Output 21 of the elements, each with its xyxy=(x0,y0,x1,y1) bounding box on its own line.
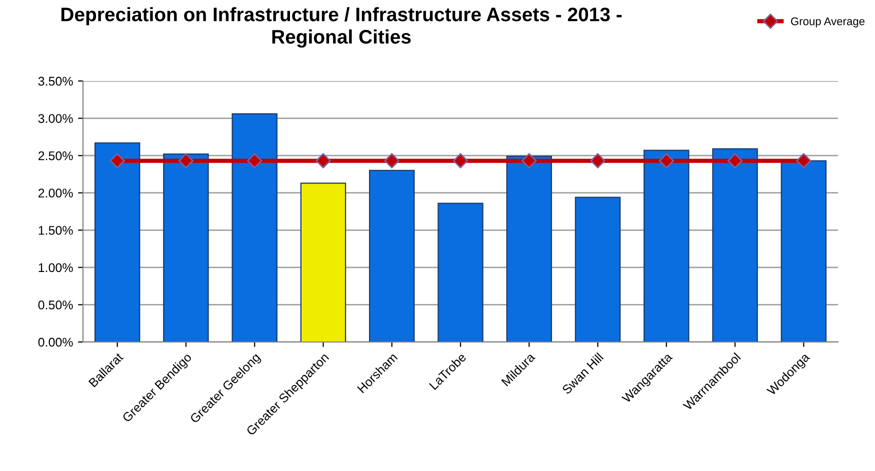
y-tick-label: 2.00% xyxy=(38,188,73,198)
y-tick-label: 2.50% xyxy=(38,151,73,160)
bar xyxy=(94,142,140,342)
y-tick-label: 3.50% xyxy=(38,76,73,86)
y-tick-label: 1.00% xyxy=(38,263,73,272)
chart-title: Depreciation on Infrastructure / Infrastructure Assets - 2013 - Regional Cities xyxy=(61,7,622,48)
bar xyxy=(369,170,415,342)
bar xyxy=(232,113,278,342)
bar xyxy=(438,202,484,342)
legend-label: Group Average xyxy=(791,17,865,28)
bar xyxy=(712,148,758,342)
bar xyxy=(780,160,827,342)
bar xyxy=(574,196,621,342)
y-tick-label: 3.00% xyxy=(38,114,73,123)
bar xyxy=(644,150,690,342)
bar xyxy=(300,182,346,342)
bar xyxy=(163,154,209,342)
y-tick-label: 0.00% xyxy=(38,338,73,347)
y-tick-label: 0.50% xyxy=(38,300,73,310)
bar xyxy=(506,156,552,342)
y-tick-label: 1.50% xyxy=(38,226,73,235)
